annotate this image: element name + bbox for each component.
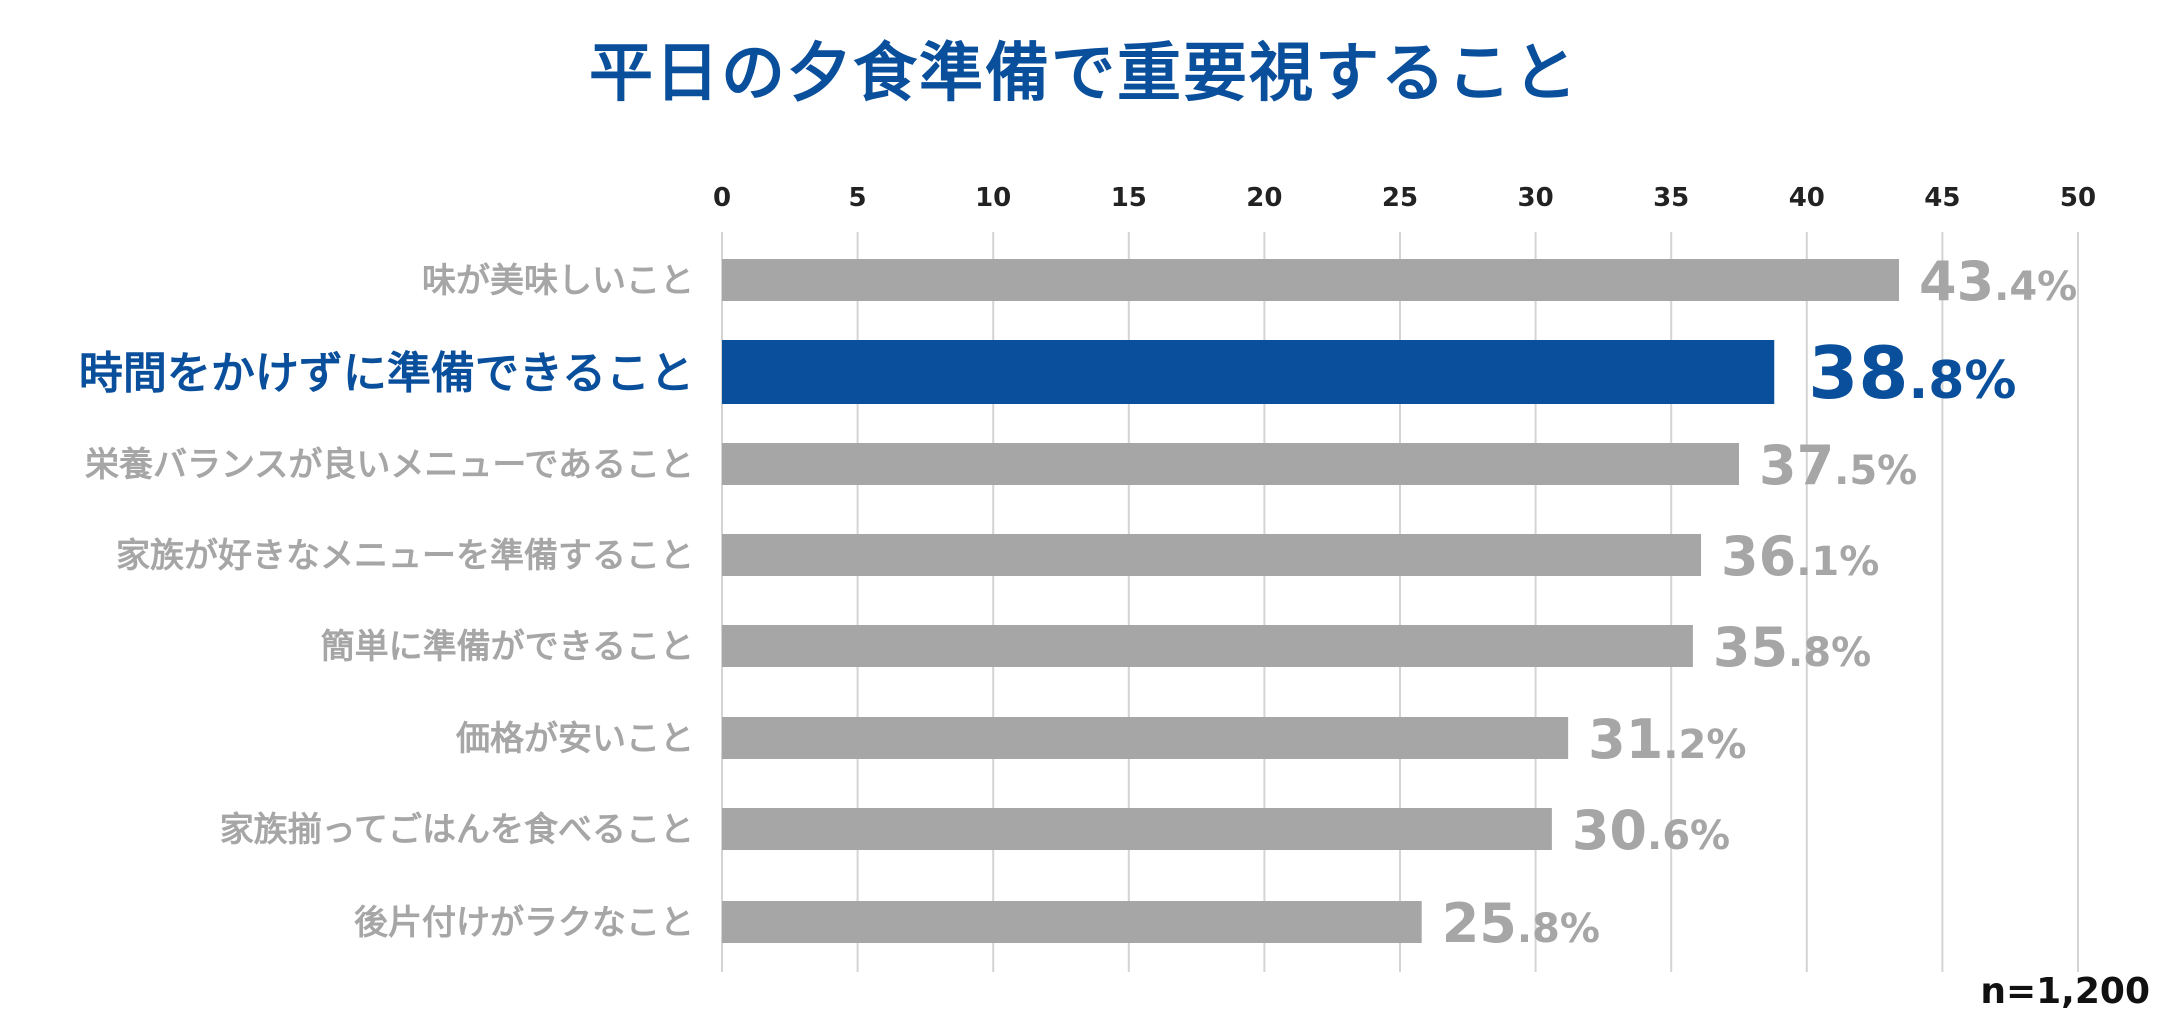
- category-label: 価格が安いこと: [455, 719, 694, 759]
- category-label: 味が美味しいこと: [422, 261, 694, 301]
- data-label: 43.4%: [1919, 250, 2077, 313]
- bar: [722, 443, 1739, 485]
- data-label: 25.8%: [1442, 892, 1600, 955]
- x-tick-label: 5: [849, 183, 867, 213]
- bar: [722, 340, 1775, 404]
- data-label: 38.8%: [1808, 331, 2016, 415]
- bar: [722, 901, 1422, 943]
- category-label: 簡単に準備ができること: [321, 627, 694, 667]
- bar: [722, 534, 1702, 576]
- x-tick-label: 25: [1382, 183, 1418, 213]
- chart-title: 平日の夕食準備で重要視すること: [589, 37, 1579, 111]
- category-label: 後片付けがラクなこと: [354, 903, 694, 943]
- x-tick-label: 30: [1518, 183, 1554, 213]
- x-tick-label: 50: [2060, 183, 2096, 213]
- data-label: 31.2%: [1588, 708, 1746, 771]
- category-label: 家族揃ってごはんを食べること: [220, 810, 694, 850]
- sample-size-label: n=1,200: [1980, 971, 2150, 1012]
- x-tick-label: 40: [1789, 183, 1825, 213]
- data-label: 37.5%: [1759, 434, 1917, 497]
- x-tick-label: 10: [975, 183, 1011, 213]
- bar: [722, 717, 1569, 759]
- bar: [722, 625, 1693, 667]
- category-label: 家族が好きなメニューを準備すること: [116, 536, 694, 576]
- bar: [722, 808, 1552, 850]
- category-label: 時間をかけずに準備できること: [79, 348, 694, 399]
- x-tick-label: 20: [1246, 183, 1282, 213]
- data-label: 35.8%: [1713, 616, 1871, 679]
- data-label: 30.6%: [1572, 799, 1730, 862]
- x-tick-label: 15: [1111, 183, 1147, 213]
- bar: [722, 259, 1900, 301]
- x-tick-label: 35: [1653, 183, 1689, 213]
- category-label: 栄養バランスが良いメニューであること: [85, 445, 694, 485]
- data-label: 36.1%: [1721, 525, 1879, 588]
- x-tick-label: 45: [1924, 183, 1960, 213]
- x-tick-label: 0: [713, 183, 731, 213]
